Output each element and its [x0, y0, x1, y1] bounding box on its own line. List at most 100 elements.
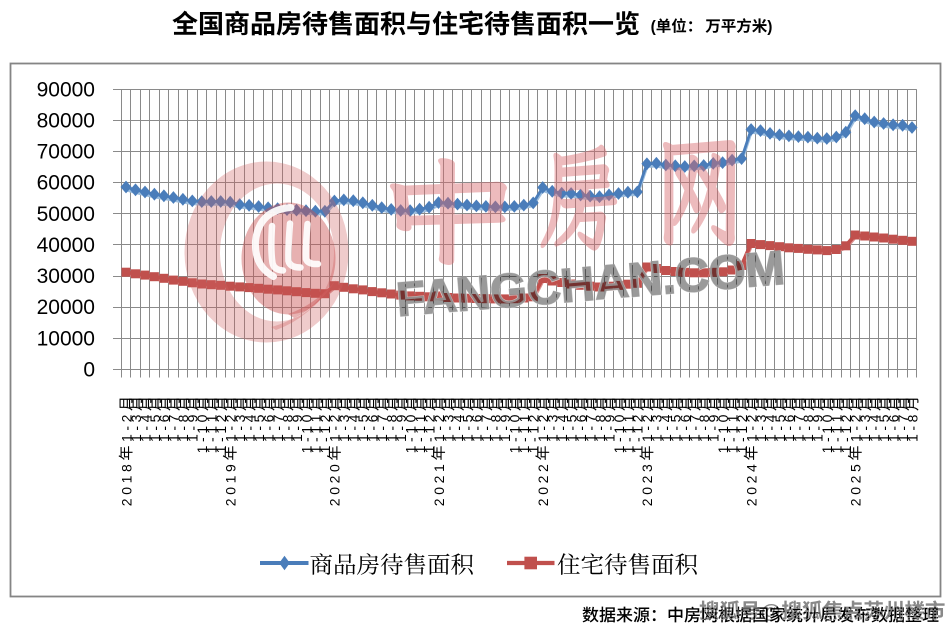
- svg-text:4: 4: [762, 414, 778, 422]
- svg-text:1: 1: [384, 434, 400, 442]
- svg-text:2: 2: [431, 498, 447, 506]
- svg-text:2: 2: [535, 475, 551, 483]
- svg-text:0: 0: [118, 487, 134, 495]
- svg-text:1: 1: [620, 414, 636, 422]
- svg-text:1: 1: [298, 445, 314, 453]
- svg-text:1: 1: [526, 445, 542, 453]
- svg-text:2: 2: [431, 414, 447, 422]
- svg-text:-: -: [450, 426, 466, 431]
- svg-text:2: 2: [639, 498, 655, 506]
- svg-text:-: -: [507, 437, 523, 442]
- svg-text:1: 1: [194, 445, 210, 453]
- svg-text:2: 2: [317, 414, 333, 422]
- svg-text:1: 1: [866, 434, 882, 442]
- svg-text:1: 1: [118, 475, 134, 483]
- svg-text:-: -: [724, 437, 740, 442]
- svg-text:1: 1: [734, 445, 750, 453]
- svg-text:1: 1: [885, 434, 901, 442]
- svg-text:-: -: [260, 426, 276, 431]
- svg-text:1: 1: [724, 414, 740, 422]
- svg-text:1: 1: [781, 434, 797, 442]
- svg-text:-: -: [251, 426, 267, 431]
- svg-text:9: 9: [705, 414, 721, 422]
- svg-text:-: -: [516, 437, 532, 442]
- svg-text:-: -: [630, 437, 646, 442]
- svg-text:1: 1: [241, 434, 257, 442]
- svg-text:6: 6: [781, 414, 797, 422]
- svg-text:1: 1: [289, 434, 305, 442]
- svg-text:1: 1: [743, 434, 759, 442]
- svg-text:8: 8: [384, 414, 400, 422]
- svg-text:1: 1: [336, 434, 352, 442]
- svg-text:-: -: [175, 426, 191, 431]
- svg-text:1: 1: [772, 434, 788, 442]
- svg-text:6: 6: [677, 414, 693, 422]
- svg-text:1: 1: [204, 445, 220, 453]
- svg-text:50000: 50000: [37, 203, 95, 226]
- svg-text:-: -: [213, 437, 229, 442]
- svg-text:1: 1: [639, 434, 655, 442]
- svg-text:-: -: [734, 437, 750, 442]
- svg-text:2: 2: [535, 498, 551, 506]
- svg-text:-: -: [810, 426, 826, 431]
- svg-text:6: 6: [156, 414, 172, 422]
- svg-text:(: (: [651, 19, 657, 36]
- svg-text:5: 5: [563, 414, 579, 422]
- svg-text:1: 1: [450, 434, 466, 442]
- svg-text:90000: 90000: [37, 78, 95, 101]
- svg-text:1: 1: [223, 475, 239, 483]
- svg-text:-: -: [838, 437, 854, 442]
- svg-text:-: -: [308, 437, 324, 442]
- svg-text:5: 5: [772, 414, 788, 422]
- svg-text:2: 2: [118, 414, 134, 422]
- svg-text:1: 1: [279, 434, 295, 442]
- svg-text:1: 1: [687, 434, 703, 442]
- svg-text:3: 3: [440, 414, 456, 422]
- svg-text:-: -: [904, 426, 920, 431]
- svg-text:1: 1: [393, 434, 409, 442]
- svg-text:5: 5: [459, 414, 475, 422]
- svg-text:1: 1: [317, 445, 333, 453]
- svg-text:-: -: [298, 437, 314, 442]
- svg-text:1: 1: [478, 434, 494, 442]
- svg-text:4: 4: [241, 414, 257, 422]
- svg-text:5: 5: [147, 414, 163, 422]
- svg-text:): ): [767, 19, 772, 36]
- svg-text:-: -: [535, 426, 551, 431]
- svg-text:-: -: [705, 426, 721, 431]
- svg-text:2: 2: [838, 414, 854, 422]
- svg-text:1: 1: [715, 426, 731, 434]
- svg-text:1: 1: [554, 434, 570, 442]
- svg-text:-: -: [687, 426, 703, 431]
- svg-text:1: 1: [365, 434, 381, 442]
- svg-text:-: -: [336, 426, 352, 431]
- svg-text:1: 1: [677, 434, 693, 442]
- svg-text:0: 0: [223, 487, 239, 495]
- svg-text:0: 0: [715, 414, 731, 422]
- svg-text:-: -: [355, 426, 371, 431]
- svg-text:2: 2: [327, 475, 343, 483]
- svg-text:1: 1: [374, 434, 390, 442]
- svg-text:2: 2: [213, 414, 229, 422]
- svg-text:-: -: [649, 426, 665, 431]
- svg-text:2: 2: [118, 498, 134, 506]
- svg-text:-: -: [384, 426, 400, 431]
- svg-text:-: -: [374, 426, 390, 431]
- svg-text:2: 2: [327, 414, 343, 422]
- svg-text:4: 4: [554, 414, 570, 422]
- svg-text:1: 1: [668, 434, 684, 442]
- svg-text:1: 1: [876, 434, 892, 442]
- svg-text:-: -: [696, 426, 712, 431]
- svg-text:-: -: [147, 426, 163, 431]
- svg-text:4: 4: [866, 414, 882, 422]
- svg-text:-: -: [554, 426, 570, 431]
- svg-text:1: 1: [791, 434, 807, 442]
- svg-text:9: 9: [289, 414, 305, 422]
- svg-text:70000: 70000: [37, 141, 95, 164]
- svg-text:1: 1: [421, 426, 437, 434]
- svg-text:1: 1: [838, 426, 854, 434]
- svg-text:1: 1: [355, 434, 371, 442]
- svg-text:1: 1: [848, 434, 864, 442]
- svg-text:6: 6: [260, 414, 276, 422]
- svg-text:-: -: [497, 426, 513, 431]
